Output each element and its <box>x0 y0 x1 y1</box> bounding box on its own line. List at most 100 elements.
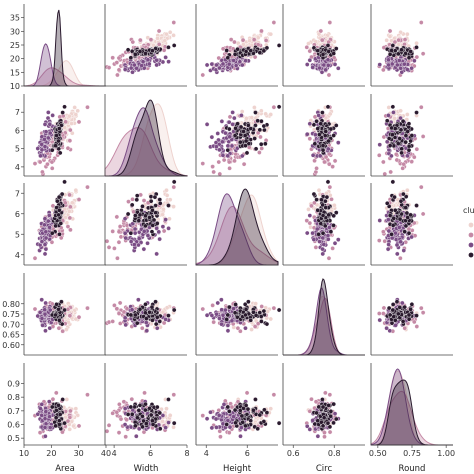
scatter-point <box>243 49 249 54</box>
scatter-point <box>216 55 222 61</box>
scatter-point <box>65 224 71 229</box>
scatter-point <box>227 114 233 120</box>
scatter-point <box>42 122 48 127</box>
scatter-point <box>140 413 145 419</box>
scatter-point <box>331 223 336 228</box>
scatter-point <box>226 119 232 125</box>
scatter-point <box>46 399 52 404</box>
scatter-point <box>241 161 247 167</box>
scatter-point <box>149 229 155 234</box>
scatter-point <box>141 198 147 203</box>
panel-circ-vs-circ <box>282 273 365 356</box>
scatter-point <box>157 236 162 242</box>
scatter-point <box>406 230 412 236</box>
scatter-point <box>145 233 151 238</box>
scatter-point <box>226 159 232 165</box>
scatter-point <box>377 218 383 223</box>
scatter-point <box>47 325 53 331</box>
scatter-point <box>411 154 417 160</box>
scatter-point <box>253 110 258 115</box>
scatter-point <box>420 134 426 139</box>
scatter-point <box>276 307 282 313</box>
scatter-point <box>271 20 277 25</box>
scatter-point <box>418 305 424 311</box>
scatter-point <box>384 37 389 43</box>
scatter-point <box>225 328 231 334</box>
scatter-point <box>382 171 388 177</box>
scatter-point <box>106 423 112 428</box>
scatter-point <box>306 41 311 46</box>
y-tick-label: 0.6 <box>7 421 20 430</box>
scatter-point <box>124 417 130 423</box>
scatter-point <box>229 318 235 324</box>
scatter-point <box>148 37 154 42</box>
scatter-point <box>248 48 254 53</box>
scatter-point <box>255 35 261 41</box>
scatter-point <box>62 179 67 185</box>
scatter-point <box>398 239 403 245</box>
scatter-point <box>67 138 73 143</box>
scatter-point <box>67 427 73 432</box>
scatter-point <box>154 57 159 63</box>
scatter-point <box>128 404 134 410</box>
scatter-point <box>134 433 139 439</box>
scatter-point <box>57 150 63 156</box>
scatter-point <box>377 62 383 67</box>
scatter-point <box>128 55 134 61</box>
scatter-point <box>43 300 48 306</box>
scatter-point <box>420 211 426 217</box>
y-tick-label: 5 <box>15 145 20 154</box>
scatter-point <box>227 166 232 171</box>
scatter-point <box>247 38 252 43</box>
scatter-point <box>252 136 257 141</box>
scatter-point <box>408 307 413 312</box>
scatter-point <box>313 132 318 138</box>
scatter-point <box>56 325 62 331</box>
x-axis-label-area: Area <box>55 464 75 474</box>
scatter-point <box>150 223 156 228</box>
scatter-point <box>264 45 270 51</box>
scatter-point <box>418 104 424 110</box>
scatter-point <box>395 311 401 317</box>
scatter-point <box>200 161 206 166</box>
scatter-point <box>140 204 145 209</box>
scatter-point <box>114 409 120 415</box>
scatter-point <box>223 130 228 136</box>
scatter-point <box>228 37 234 42</box>
scatter-point <box>241 129 246 134</box>
scatter-point <box>68 408 73 414</box>
scatter-point <box>304 230 310 236</box>
scatter-point <box>145 240 150 246</box>
scatter-point <box>324 194 330 200</box>
scatter-point <box>420 310 426 315</box>
scatter-point <box>235 46 240 52</box>
scatter-point <box>316 232 321 237</box>
scatter-point <box>156 42 162 47</box>
scatter-point <box>156 28 162 34</box>
scatter-point <box>67 192 72 198</box>
scatter-point <box>42 137 47 142</box>
scatter-point <box>257 127 263 133</box>
scatter-point <box>144 328 150 334</box>
scatter-point <box>116 311 122 316</box>
scatter-point <box>315 207 321 213</box>
scatter-point <box>85 104 90 110</box>
scatter-point <box>401 161 407 167</box>
scatter-point <box>123 434 128 440</box>
scatter-point <box>123 322 129 328</box>
scatter-point <box>225 143 231 149</box>
panel-area-vs-width <box>104 4 187 87</box>
scatter-point <box>244 116 249 121</box>
scatter-point <box>271 305 277 311</box>
scatter-point <box>129 202 135 208</box>
scatter-point <box>409 159 414 164</box>
panel-width-vs-circ <box>282 94 365 177</box>
scatter-point <box>116 55 122 61</box>
scatter-point <box>122 67 128 72</box>
scatter-point <box>328 229 334 234</box>
scatter-point <box>239 109 245 114</box>
scatter-point <box>307 136 313 142</box>
scatter-point <box>225 312 231 318</box>
scatter-point <box>47 130 53 136</box>
scatter-point <box>42 251 48 257</box>
